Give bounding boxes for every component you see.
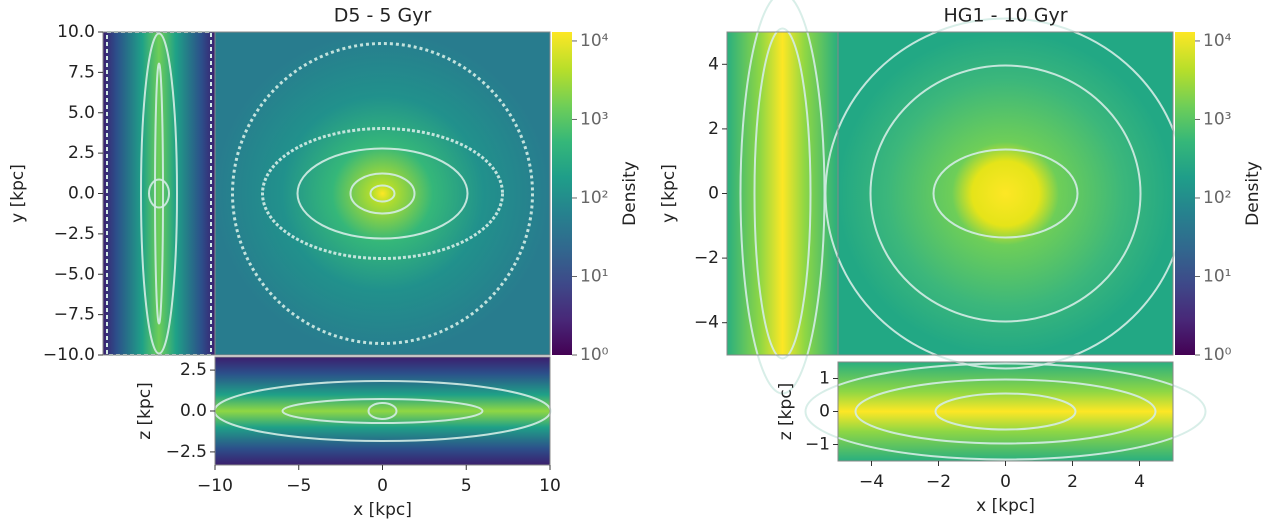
contour — [349, 172, 416, 215]
contour — [140, 32, 178, 355]
colorbar-tick-label: 10⁰ — [580, 345, 609, 365]
z-tick-label: −2.5 — [166, 442, 207, 462]
colorbar-tick-label: 10⁴ — [580, 31, 609, 51]
edge-on-image — [215, 357, 550, 465]
y-tick-label: −10.0 — [43, 345, 95, 365]
x-tick-label: −5 — [286, 476, 311, 496]
y-tick-label: 0.0 — [68, 184, 95, 204]
colorbar-tick-label: 10⁰ — [1203, 345, 1232, 365]
y-tick-label: 4 — [708, 54, 719, 74]
edge-on-image — [838, 362, 1173, 461]
x-tick-label: 0 — [377, 476, 388, 496]
colorbar-tick-label: 10¹ — [580, 266, 608, 286]
colorbar-tick-label: 10² — [1203, 188, 1231, 208]
contour — [281, 398, 484, 424]
colorbar-tick-label: 10¹ — [1203, 266, 1231, 286]
contour — [296, 147, 469, 240]
contour — [261, 127, 504, 260]
contour — [367, 402, 398, 420]
face-on-image — [215, 32, 550, 355]
colorbar-tick-label: 10³ — [580, 109, 608, 129]
x-tick-label: 4 — [1134, 472, 1145, 492]
z-tick-label: −1 — [805, 435, 830, 455]
contour — [369, 184, 396, 203]
y-axis-label: y [kpc] — [8, 164, 28, 223]
y-tick-label: 2.5 — [68, 143, 95, 163]
x-tick-label: 0 — [1000, 472, 1011, 492]
contour — [753, 27, 812, 360]
z-tick-label: 2.5 — [180, 360, 207, 380]
side-image — [103, 32, 215, 355]
y-tick-label: 10.0 — [57, 22, 95, 42]
colorbar — [552, 32, 572, 355]
x-tick-label: −4 — [859, 472, 884, 492]
panel-title: D5 - 5 Gyr — [334, 5, 432, 27]
contour — [854, 378, 1157, 445]
z-axis-label: z [kpc] — [135, 382, 155, 440]
side-image — [727, 32, 838, 355]
panel-title: HG1 - 10 Gyr — [943, 5, 1067, 27]
contour — [739, 0, 826, 395]
x-tick-label: 10 — [539, 476, 561, 496]
y-tick-label: −2.5 — [54, 224, 95, 244]
x-tick-label: −10 — [197, 476, 233, 496]
y-tick-label: 7.5 — [68, 62, 95, 82]
colorbar-tick-label: 10² — [580, 188, 608, 208]
colorbar-label: Density — [1243, 161, 1263, 226]
colorbar-tick-label: 10³ — [1203, 109, 1231, 129]
contour — [148, 178, 170, 209]
contour — [934, 392, 1077, 431]
y-tick-label: −7.5 — [54, 305, 95, 325]
contour — [932, 148, 1079, 239]
z-tick-label: 1 — [819, 369, 830, 389]
y-tick-label: −5.0 — [54, 264, 95, 284]
colorbar-tick-label: 10⁴ — [1203, 31, 1232, 51]
x-tick-label: 2 — [1067, 472, 1078, 492]
contour — [231, 42, 534, 345]
contour — [869, 64, 1142, 323]
y-tick-label: −4 — [694, 313, 719, 333]
colorbar — [1175, 32, 1195, 355]
colorbar-label: Density — [620, 161, 640, 226]
y-axis-label: y [kpc] — [659, 164, 679, 223]
x-axis-label: x [kpc] — [353, 500, 412, 520]
z-axis-label: z [kpc] — [776, 383, 796, 441]
y-tick-label: 2 — [708, 119, 719, 139]
x-tick-label: −2 — [926, 472, 951, 492]
x-tick-label: 5 — [461, 476, 472, 496]
y-tick-label: −2 — [694, 248, 719, 268]
y-tick-label: 5.0 — [68, 103, 95, 123]
contour — [804, 362, 1207, 461]
face-on-image — [838, 32, 1173, 355]
x-axis-label: x [kpc] — [976, 496, 1035, 516]
z-tick-label: 0.0 — [180, 401, 207, 421]
z-tick-label: 0 — [819, 402, 830, 422]
y-tick-label: 0 — [708, 184, 719, 204]
contour — [154, 62, 164, 325]
